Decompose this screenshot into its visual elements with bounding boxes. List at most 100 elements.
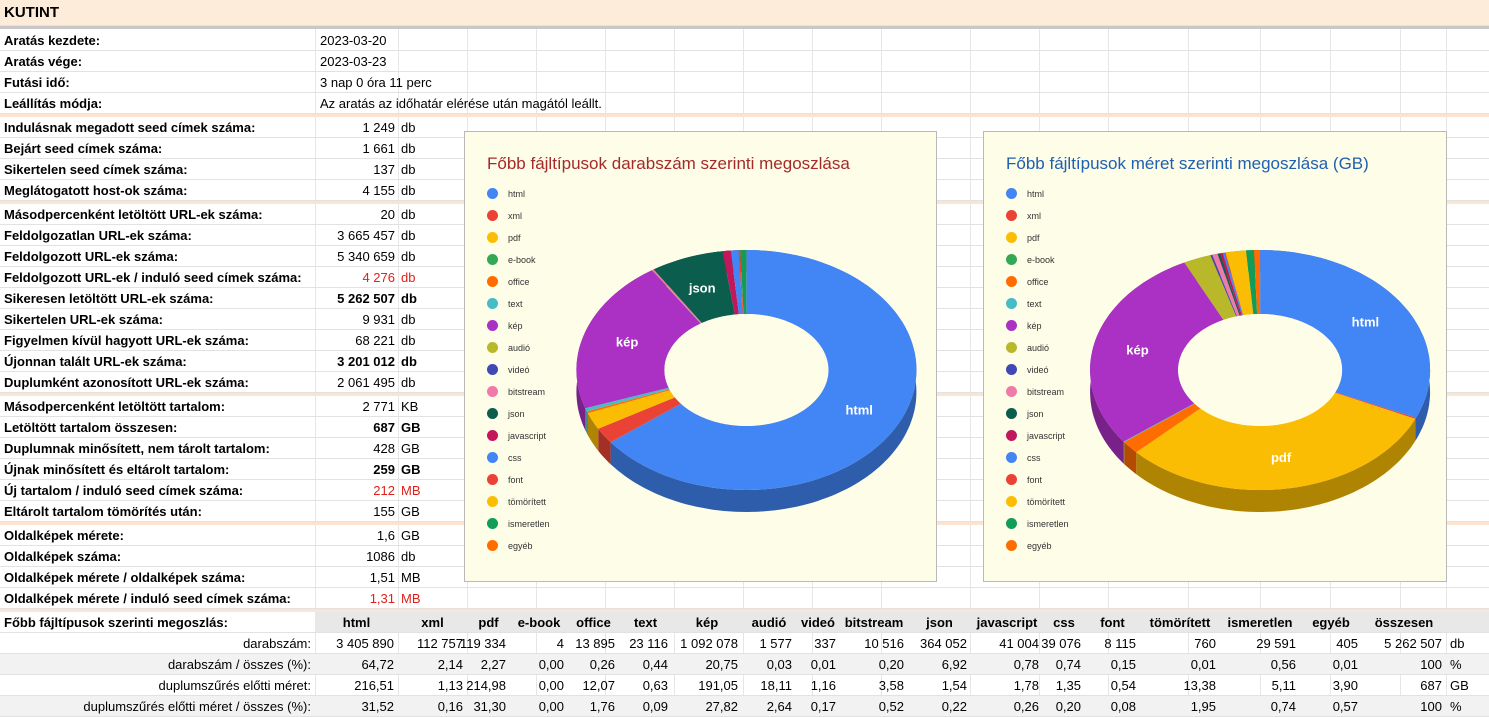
table-cell: 0,15: [1085, 654, 1140, 674]
data-row[interactable]: Oldalképek mérete / induló seed címek sz…: [0, 588, 1489, 609]
row-unit: db: [401, 204, 415, 224]
row-label: Feldolgozott URL-ek száma:: [4, 246, 178, 266]
row-value: 3 nap 0 óra 11 perc: [320, 72, 432, 92]
table-header-cell[interactable]: kép: [672, 612, 742, 632]
table-cell: 1,76: [568, 696, 619, 716]
data-row[interactable]: Aratás vége:2023-03-23: [0, 51, 1489, 72]
table-header-cell[interactable]: font: [1085, 612, 1140, 632]
row-value: 20: [315, 204, 395, 224]
row-value: 2023-03-20: [320, 30, 387, 50]
table-header-cell[interactable]: egyéb: [1300, 612, 1362, 632]
table-header-cell[interactable]: bitstream: [840, 612, 908, 632]
row-unit: db: [401, 309, 415, 329]
table-header-cell[interactable]: html: [315, 612, 398, 632]
table-cell: 0,03: [742, 654, 796, 674]
table-header-cell[interactable]: ismeretlen: [1220, 612, 1300, 632]
row-unit: db: [401, 117, 415, 137]
table-cell: 41 004: [971, 633, 1043, 653]
table-cell: 6,92: [908, 654, 971, 674]
table-cell: 2,64: [742, 696, 796, 716]
row-value: 1,6: [315, 525, 395, 545]
table-cell: 0,74: [1220, 696, 1300, 716]
table-header-fill: [1446, 612, 1489, 632]
table-header-cell[interactable]: tömörített: [1140, 612, 1220, 632]
table-row-label: duplumszűrés előtti méret:: [0, 675, 311, 695]
row-value: 1 661: [315, 138, 395, 158]
table-cell: 1,95: [1140, 696, 1220, 716]
data-row[interactable]: Futási idő:3 nap 0 óra 11 perc: [0, 72, 1489, 93]
table-cell: 687: [1362, 675, 1446, 695]
table-header-cell[interactable]: e-book: [510, 612, 568, 632]
table-cell: 760: [1140, 633, 1220, 653]
row-unit: db: [401, 546, 415, 566]
data-row[interactable]: Aratás kezdete:2023-03-20: [0, 30, 1489, 51]
table-header-cell[interactable]: audió: [742, 612, 796, 632]
row-unit: db: [401, 225, 415, 245]
table-cell: 0,63: [619, 675, 672, 695]
table-header-cell[interactable]: pdf: [467, 612, 510, 632]
row-unit: db: [401, 159, 415, 179]
table-header-cell[interactable]: összesen: [1362, 612, 1446, 632]
table-cell: 8 115: [1085, 633, 1140, 653]
table-cell: 0,78: [971, 654, 1043, 674]
table-cell: 2,27: [467, 654, 510, 674]
table-header-cell[interactable]: css: [1043, 612, 1085, 632]
row-label: Indulásnak megadott seed címek száma:: [4, 117, 255, 137]
table-cell: 216,51: [315, 675, 398, 695]
table-header-cell[interactable]: text: [619, 612, 672, 632]
row-unit: MB: [401, 480, 421, 500]
table-cell: 12,07: [568, 675, 619, 695]
row-value: 5 262 507: [315, 288, 395, 308]
table-cell: 100: [1362, 696, 1446, 716]
slice-label: html: [845, 402, 872, 417]
table-cell: 0,01: [1300, 654, 1362, 674]
row-label: Oldalképek mérete / oldalképek száma:: [4, 567, 245, 587]
page-title: KUTINT: [4, 0, 59, 25]
row-label: Feldolgozott URL-ek / induló seed címek …: [4, 267, 302, 287]
slice-side: [587, 411, 588, 435]
table-cell: 0,26: [568, 654, 619, 674]
table-row-unit: %: [1450, 654, 1462, 674]
table-cell: 2,14: [398, 654, 467, 674]
table-cell: 13 895: [568, 633, 619, 653]
row-label: Új tartalom / induló seed címek száma:: [4, 480, 243, 500]
row-value: 2 771: [315, 396, 395, 416]
slice-side: [1415, 418, 1416, 441]
table-row-label: darabszám:: [0, 633, 311, 653]
table-row-unit: db: [1450, 633, 1464, 653]
table-header-cell[interactable]: json: [908, 612, 971, 632]
table-cell: 0,16: [398, 696, 467, 716]
table-cell: 0,09: [619, 696, 672, 716]
row-value: 687: [315, 417, 395, 437]
table-cell: 1,16: [796, 675, 840, 695]
row-unit: db: [401, 372, 415, 392]
table-cell: 31,30: [467, 696, 510, 716]
row-label: Bejárt seed címek száma:: [4, 138, 162, 158]
table-cell: 1 577: [742, 633, 796, 653]
data-row[interactable]: Leállítás módja:Az aratás az időhatár el…: [0, 93, 1489, 114]
row-value: Az aratás az időhatár elérése után magát…: [320, 93, 602, 113]
row-value: 3 665 457: [315, 225, 395, 245]
table-header-cell[interactable]: javascript: [971, 612, 1043, 632]
table-header-cell[interactable]: xml: [398, 612, 467, 632]
row-value: 1,31: [315, 588, 395, 608]
table-cell: 0,57: [1300, 696, 1362, 716]
table-cell: 0,54: [1085, 675, 1140, 695]
row-unit: db: [401, 138, 415, 158]
row-value: 259: [315, 459, 395, 479]
donut-hole: [1178, 314, 1342, 426]
table-cell: 0,00: [510, 675, 568, 695]
table-header-cell[interactable]: videó: [796, 612, 840, 632]
row-value: 137: [315, 159, 395, 179]
table-label: Főbb fájltípusok szerinti megoszlás:: [4, 612, 228, 632]
row-unit: GB: [401, 417, 421, 437]
table-cell: 0,00: [510, 696, 568, 716]
table-cell: 1,35: [1043, 675, 1085, 695]
table-header-cell[interactable]: office: [568, 612, 619, 632]
row-label: Újnak minősített és eltárolt tartalom:: [4, 459, 229, 479]
table-cell: 3,90: [1300, 675, 1362, 695]
table-cell: 29 591: [1220, 633, 1300, 653]
chart-panel: Főbb fájltípusok méret szerinti megoszlá…: [983, 131, 1447, 582]
row-unit: GB: [401, 459, 421, 479]
